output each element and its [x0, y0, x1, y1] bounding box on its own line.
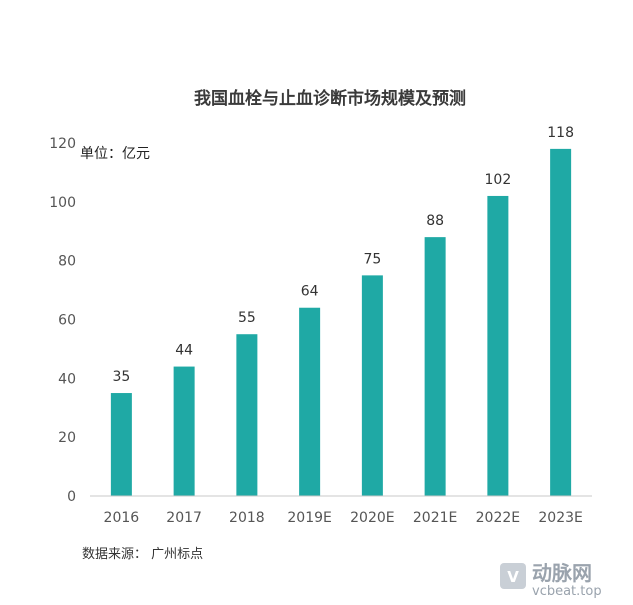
bar-2019E	[299, 307, 321, 496]
bar-2020E	[361, 275, 383, 496]
source-note: 数据来源： 广州标点	[82, 547, 203, 562]
data-label-2022E: 102	[485, 172, 512, 188]
x-tick-label: 2023E	[538, 510, 582, 526]
y-tick-label: 80	[58, 254, 76, 270]
y-tick-label: 120	[49, 136, 76, 152]
data-label-2018: 55	[238, 310, 256, 326]
bars-group	[110, 148, 572, 496]
x-tick-label: 2016	[104, 510, 140, 526]
data-label-2019E: 64	[301, 284, 319, 300]
x-tick-label: 2019E	[287, 510, 331, 526]
bar-2021E	[424, 237, 446, 496]
x-tick-label: 2018	[229, 510, 265, 526]
x-tick-label: 2017	[166, 510, 202, 526]
y-tick-label: 100	[49, 195, 76, 211]
watermark-brand: 动脉网	[532, 561, 592, 585]
y-axis-ticks: 0 20 40 60 80 100 120	[49, 136, 76, 505]
bar-2023E	[550, 148, 572, 496]
y-tick-label: 40	[58, 371, 76, 387]
svg-text:V: V	[507, 568, 519, 586]
data-label-2017: 44	[175, 343, 193, 359]
data-label-2021E: 88	[426, 213, 444, 229]
chart-title: 我国血栓与止血诊断市场规模及预测	[194, 88, 466, 109]
watermark-logo: V 动脉网 vcbeat.top	[500, 561, 602, 599]
bar-2022E	[487, 195, 509, 496]
x-tick-label: 2020E	[350, 510, 394, 526]
watermark-url: vcbeat.top	[532, 584, 602, 599]
watermark-logo-icon	[500, 563, 526, 589]
x-axis-ticks: 2016 2017 2018 2019E 2020E 2021E 2022E 2023E	[104, 510, 583, 526]
y-tick-label: 60	[58, 313, 76, 329]
bar-2017	[173, 366, 195, 496]
y-tick-label: 0	[67, 489, 76, 505]
x-tick-label: 2021E	[413, 510, 457, 526]
y-tick-label: 20	[58, 430, 76, 446]
data-labels-group: 35 44 55 64 75 88 102 118	[112, 125, 574, 385]
data-label-2020E: 75	[363, 251, 381, 267]
bar-2018	[236, 334, 258, 496]
bar-2016	[110, 393, 132, 496]
data-label-2023E: 118	[547, 125, 574, 141]
x-tick-label: 2022E	[476, 510, 520, 526]
unit-label: 单位：亿元	[80, 146, 150, 162]
data-label-2016: 35	[112, 369, 130, 385]
